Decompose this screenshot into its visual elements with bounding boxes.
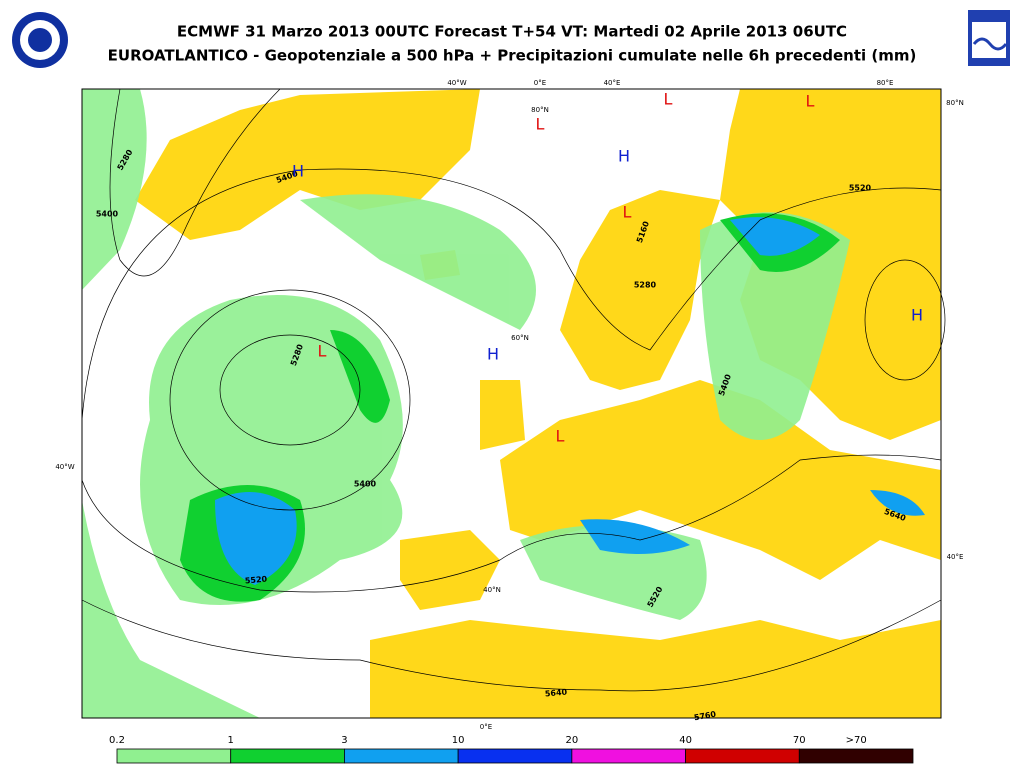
pressure-center: H [292, 162, 304, 181]
contour-label: 5760 [693, 710, 717, 723]
contour-label: 5520 [245, 575, 268, 586]
pressure-center: L [536, 115, 545, 134]
legend-label: 1 [228, 735, 234, 746]
pressure-center: H [911, 306, 923, 325]
legend-swatch [571, 748, 686, 764]
title: ECMWF 31 Marzo 2013 00UTC Forecast T+54 … [177, 23, 847, 41]
contour-label: 5520 [849, 184, 872, 193]
legend-swatch [116, 748, 232, 764]
legend-swatch [344, 748, 459, 764]
grid-label: 40°W [55, 463, 74, 471]
legend: 0.2 1 3 10 20 40 70 >70 [109, 735, 914, 764]
grid-label: 0°E [534, 79, 546, 87]
pressure-center: L [623, 203, 632, 222]
legend-label: 0.2 [109, 735, 125, 746]
map: 40°W 0°E 40°E 80°E 80°N 40°W 40°E 0°E 80°N 60°N 40… [55, 79, 964, 731]
precip-heavy [215, 217, 925, 585]
grid-label: 40°N [483, 586, 501, 594]
contour-label: 5400 [354, 480, 377, 489]
grid-label: 0°E [480, 723, 492, 731]
legend-label: 3 [341, 735, 347, 746]
pressure-center: H [487, 345, 499, 364]
legend-label: 70 [793, 735, 806, 746]
contour-label: 5640 [545, 688, 568, 699]
grid-label: 80°N [946, 99, 964, 107]
grid-label: 40°W [447, 79, 466, 87]
legend-swatch [230, 748, 345, 764]
pressure-center: L [556, 427, 565, 446]
legend-label: 10 [452, 735, 465, 746]
pressure-center: L [318, 342, 327, 361]
grid-label: 80°N [531, 106, 549, 114]
grid-label: 40°E [947, 553, 964, 561]
legend-swatch [798, 748, 914, 764]
legend-label: 40 [679, 735, 692, 746]
grid-label: 80°E [877, 79, 894, 87]
grid-label: 60°N [511, 334, 529, 342]
legend-label: >70 [846, 735, 867, 746]
logo-right [968, 10, 1010, 66]
pressure-center: L [806, 92, 815, 111]
contour-label: 5280 [634, 281, 657, 290]
contour-label: 5400 [96, 210, 119, 219]
legend-swatch [685, 748, 800, 764]
grid-label: 40°E [604, 79, 621, 87]
pressure-center: L [664, 90, 673, 109]
subtitle: EUROATLANTICO - Geopotenziale a 500 hPa … [108, 47, 917, 65]
logo-left [12, 12, 68, 68]
contours [81, 88, 946, 692]
legend-swatch [457, 748, 573, 764]
pressure-center: H [618, 147, 630, 166]
legend-label: 20 [565, 735, 578, 746]
